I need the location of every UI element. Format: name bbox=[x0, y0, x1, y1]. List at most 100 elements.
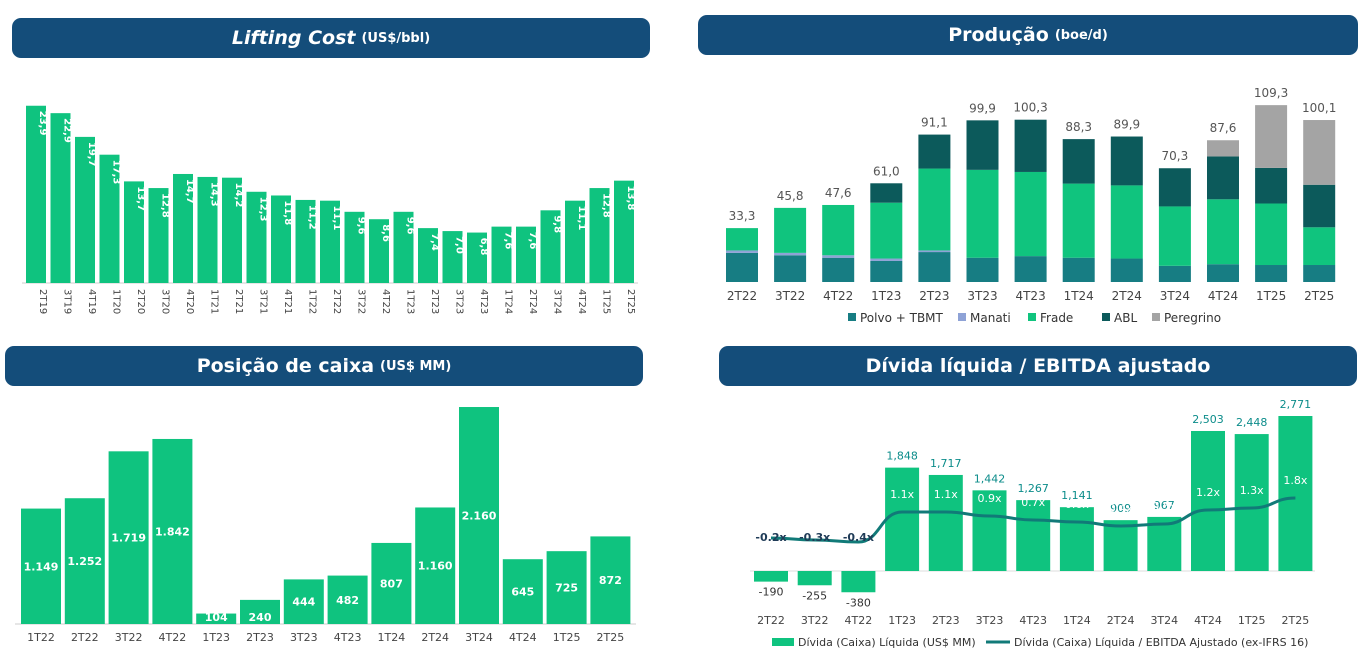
x-tick-label: 2T25 bbox=[1282, 614, 1310, 627]
x-tick-label: 2T24 bbox=[421, 631, 449, 644]
ratio-label: -0.3x bbox=[799, 531, 830, 544]
x-tick-label: 2T23 bbox=[429, 289, 440, 314]
x-tick-label: 2T24 bbox=[527, 289, 538, 314]
x-tick-label: 1T24 bbox=[503, 289, 514, 314]
bar bbox=[589, 188, 610, 283]
producao-chart: 33,3 2T22 45,8 3T22 47,6 4T22 61,0 1T23 91,1 2T23… bbox=[726, 86, 1336, 325]
total-label: 61,0 bbox=[873, 164, 900, 178]
ratio-label: 0.9x bbox=[977, 492, 1001, 505]
bar bbox=[754, 571, 788, 582]
x-tick-label: 4T24 bbox=[1208, 289, 1238, 303]
x-tick-label: 1T20 bbox=[111, 289, 122, 314]
bar-segment bbox=[918, 250, 951, 253]
data-label: 12,8 bbox=[160, 193, 171, 218]
bar bbox=[99, 154, 120, 283]
ratio-label: 0.6x bbox=[1065, 498, 1089, 511]
data-label: 1.719 bbox=[111, 532, 146, 545]
bar-value-label: -255 bbox=[802, 589, 827, 602]
ratio-label: 1.1x bbox=[890, 488, 914, 501]
bar bbox=[797, 571, 832, 586]
ratio-line bbox=[770, 496, 1296, 544]
bar-segment bbox=[774, 252, 807, 256]
bar bbox=[565, 200, 585, 283]
producao-header: Produção (boe/d) bbox=[698, 15, 1358, 55]
total-label: 47,6 bbox=[825, 186, 852, 200]
bar bbox=[516, 226, 536, 283]
data-label: 8,6 bbox=[380, 224, 391, 242]
x-tick-label: 2T22 bbox=[727, 289, 757, 303]
x-tick-label: 2T25 bbox=[625, 289, 636, 314]
bar-segment bbox=[726, 228, 758, 251]
legend-swatch bbox=[1152, 313, 1160, 321]
bar-segment bbox=[918, 252, 951, 282]
divida-header: Dívida líquida / EBITDA ajustado bbox=[719, 346, 1357, 386]
x-tick-label: 3T24 bbox=[552, 289, 563, 314]
caixa-unit: (US$ MM) bbox=[380, 358, 452, 374]
x-tick-label: 2T23 bbox=[932, 614, 960, 627]
bar bbox=[320, 200, 340, 283]
caixa-header: Posição de caixa (US$ MM) bbox=[5, 346, 643, 386]
bar bbox=[393, 211, 414, 283]
x-tick-label: 3T21 bbox=[258, 289, 269, 314]
lifting-cost-title: Lifting Cost bbox=[231, 27, 356, 49]
bar-segment bbox=[1062, 257, 1095, 282]
bar bbox=[271, 195, 291, 283]
x-tick-label: 4T20 bbox=[184, 289, 195, 314]
bar bbox=[26, 105, 46, 283]
x-tick-label: 1T25 bbox=[553, 631, 581, 644]
divida-chart: -190 2T22 -255 3T22 -380 4T22 1,848 1T23 1,717 2T… bbox=[750, 398, 1315, 649]
data-label: 104 bbox=[205, 611, 228, 624]
legend-label: Frade bbox=[1040, 311, 1073, 325]
legend-label: Manati bbox=[970, 311, 1011, 325]
bar bbox=[371, 542, 412, 624]
bar bbox=[50, 113, 71, 284]
x-tick-label: 3T22 bbox=[115, 631, 143, 644]
bar-segment bbox=[966, 169, 999, 258]
bar bbox=[108, 451, 149, 624]
total-label: 88,3 bbox=[1065, 120, 1092, 134]
total-label: 89,9 bbox=[1113, 118, 1140, 132]
x-tick-label: 3T23 bbox=[290, 631, 318, 644]
x-tick-label: 4T21 bbox=[282, 289, 293, 314]
caixa-chart: 1.149 1T22 1.252 2T22 1.719 3T22 1.842 4T22 104 1… bbox=[15, 407, 636, 644]
x-tick-label: 4T22 bbox=[159, 631, 187, 644]
bar bbox=[197, 176, 218, 283]
bar-segment bbox=[1255, 167, 1288, 204]
data-label: 444 bbox=[292, 596, 315, 609]
bar bbox=[841, 571, 876, 593]
bar-segment bbox=[966, 257, 999, 282]
x-tick-label: 3T22 bbox=[775, 289, 805, 303]
x-tick-label: 2T25 bbox=[597, 631, 625, 644]
bar bbox=[418, 228, 438, 283]
data-label: 22,9 bbox=[62, 118, 73, 143]
producao-unit: (boe/d) bbox=[1054, 27, 1108, 43]
bar-segment bbox=[1303, 184, 1336, 228]
bar-segment bbox=[918, 134, 951, 169]
bar bbox=[590, 536, 631, 624]
bar-segment bbox=[774, 207, 807, 253]
x-tick-label: 1T23 bbox=[202, 631, 230, 644]
bar bbox=[972, 490, 1007, 571]
x-tick-label: 2T23 bbox=[246, 631, 274, 644]
x-tick-label: 4T22 bbox=[823, 289, 853, 303]
ratio-label: -0.4x bbox=[843, 531, 874, 544]
data-label: 23,9 bbox=[37, 111, 48, 136]
bar bbox=[502, 559, 543, 624]
bar-value-label: 2,503 bbox=[1192, 413, 1224, 426]
x-tick-label: 4T22 bbox=[845, 614, 873, 627]
x-tick-label: 4T24 bbox=[509, 631, 537, 644]
data-label: 11,1 bbox=[331, 206, 342, 231]
bar-segment bbox=[774, 255, 807, 282]
bar bbox=[1016, 500, 1051, 571]
data-label: 14,3 bbox=[209, 182, 220, 207]
bar bbox=[540, 210, 561, 283]
bar bbox=[467, 232, 487, 283]
total-label: 87,6 bbox=[1210, 121, 1237, 135]
caixa-title: Posição de caixa bbox=[196, 355, 375, 377]
bar bbox=[327, 575, 368, 624]
x-tick-label: 2T24 bbox=[1112, 289, 1142, 303]
divida-title: Dívida líquida / EBITDA ajustado bbox=[865, 355, 1211, 377]
data-label: 9,6 bbox=[405, 217, 416, 235]
bar-value-label: 909 bbox=[1110, 502, 1131, 515]
data-label: 14,7 bbox=[184, 179, 195, 204]
